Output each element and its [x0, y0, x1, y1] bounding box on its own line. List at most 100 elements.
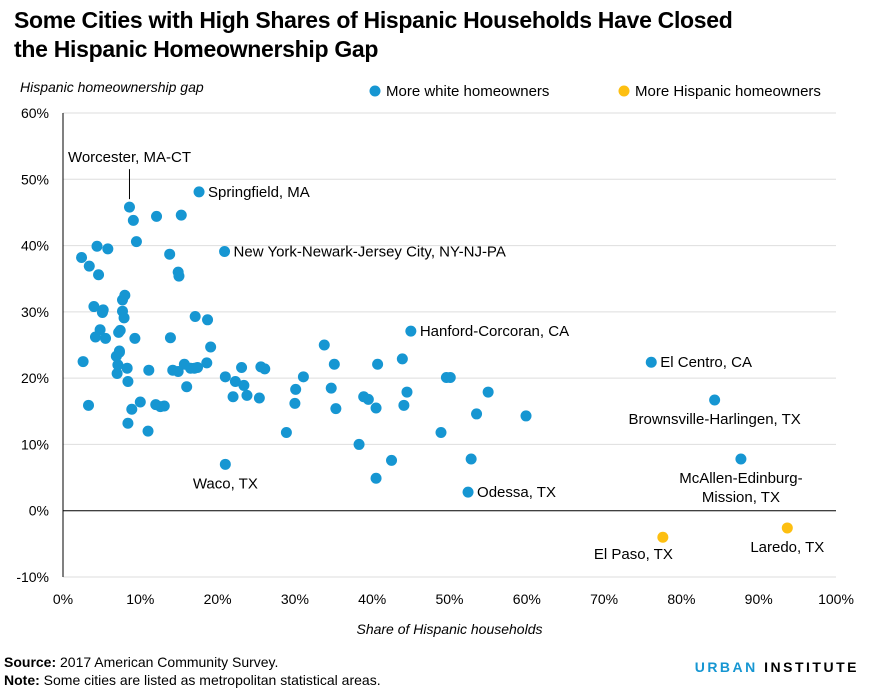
data-point	[112, 359, 124, 371]
data-point	[158, 400, 170, 412]
data-point	[119, 289, 131, 301]
x-tick-label: 50%	[435, 591, 463, 607]
data-point	[130, 236, 142, 248]
data-point	[219, 246, 231, 258]
data-point	[126, 403, 138, 415]
x-tick-label: 90%	[745, 591, 773, 607]
data-point	[93, 269, 105, 281]
annotation-label: Odessa, TX	[477, 484, 556, 501]
x-tick-label: 70%	[590, 591, 618, 607]
logo-part1: URBAN	[694, 659, 758, 675]
source-note: Source: 2017 American Community Survey.	[4, 653, 278, 671]
data-point	[405, 325, 417, 337]
data-point	[134, 396, 146, 408]
data-point	[121, 362, 133, 374]
note-text: Some cities are listed as metropolitan s…	[43, 672, 381, 688]
data-point	[83, 399, 95, 411]
x-tick-label: 20%	[204, 591, 232, 607]
x-tick-label: 30%	[281, 591, 309, 607]
data-point	[401, 386, 413, 398]
data-point	[111, 368, 123, 380]
legend-label: More white homeowners	[386, 83, 549, 100]
data-point	[181, 381, 193, 393]
logo-part2: INSTITUTE	[764, 659, 859, 675]
y-tick-label: 50%	[21, 171, 49, 187]
data-point	[465, 453, 477, 465]
annotation-label: El Centro, CA	[660, 354, 752, 371]
annotation-label: Laredo, TX	[750, 539, 824, 556]
source-label: Source:	[4, 654, 57, 670]
chart-title: Some Cities with High Shares of Hispanic…	[14, 6, 854, 64]
data-point	[444, 371, 456, 383]
y-tick-label: -10%	[16, 569, 49, 585]
data-point	[325, 382, 337, 394]
x-tick-label: 0%	[53, 591, 73, 607]
y-tick-label: 40%	[21, 238, 49, 254]
data-point	[482, 386, 494, 398]
x-tick-label: 100%	[818, 591, 854, 607]
data-point	[280, 426, 292, 438]
data-point	[259, 363, 271, 375]
data-point	[201, 357, 213, 369]
data-point	[328, 358, 340, 370]
data-point	[114, 324, 126, 336]
x-axis-title: Share of Hispanic households	[356, 621, 542, 637]
annotation-label: Hanford-Corcoran, CA	[420, 323, 569, 340]
y-tick-label: 10%	[21, 436, 49, 452]
data-point	[76, 252, 88, 264]
data-point	[122, 417, 134, 429]
data-point	[227, 391, 239, 403]
data-point	[229, 375, 241, 387]
y-axis-title: Hispanic homeownership gap	[20, 79, 204, 95]
data-point	[396, 353, 408, 365]
data-point	[386, 454, 398, 466]
annotation-label: New York-Newark-Jersey City, NY-NJ-PA	[234, 244, 506, 261]
annotation-label: Waco, TX	[193, 475, 258, 492]
data-point	[122, 375, 134, 387]
data-points	[76, 186, 793, 543]
footnote: Note: Some cities are listed as metropol…	[4, 671, 381, 689]
data-point	[219, 371, 231, 383]
data-point	[164, 332, 176, 344]
data-point	[127, 214, 139, 226]
data-point	[435, 426, 447, 438]
data-point	[290, 383, 302, 395]
annotation-label: El Paso, TX	[594, 546, 673, 563]
data-point	[142, 425, 154, 437]
data-point	[781, 522, 793, 534]
annotation-label: McAllen-Edinburg-	[679, 470, 802, 487]
data-point	[205, 341, 217, 353]
chart-title-line2: the Hispanic Homeownership Gap	[14, 36, 379, 62]
data-point	[289, 397, 301, 409]
data-point	[236, 362, 248, 374]
annotation-label: Brownsville-Harlingen, TX	[628, 411, 800, 428]
data-point	[102, 243, 114, 255]
y-tick-label: 0%	[29, 503, 49, 519]
annotation-label: Springfield, MA	[208, 184, 310, 201]
data-point	[192, 362, 204, 374]
data-point	[238, 379, 250, 391]
data-point	[362, 393, 374, 405]
data-point	[173, 270, 185, 282]
data-point	[219, 458, 231, 470]
data-point	[77, 356, 89, 368]
legend: More white homeowners More Hispanic homeo…	[369, 83, 821, 100]
data-point	[164, 248, 176, 260]
note-label: Note:	[4, 672, 40, 688]
data-point	[241, 389, 253, 401]
data-point	[96, 307, 108, 319]
data-point	[100, 332, 112, 344]
data-point	[471, 408, 483, 420]
x-tick-label: 10%	[126, 591, 154, 607]
urban-institute-logo: URBAN INSTITUTE	[695, 659, 859, 675]
data-point	[370, 402, 382, 414]
x-tick-label: 40%	[358, 591, 386, 607]
data-point	[353, 438, 365, 450]
data-point	[253, 392, 265, 404]
y-tick-label: 20%	[21, 370, 49, 386]
y-tick-label: 30%	[21, 304, 49, 320]
gridlines	[63, 112, 836, 578]
annotation-label: Worcester, MA-CT	[68, 149, 191, 166]
data-point	[645, 356, 657, 368]
